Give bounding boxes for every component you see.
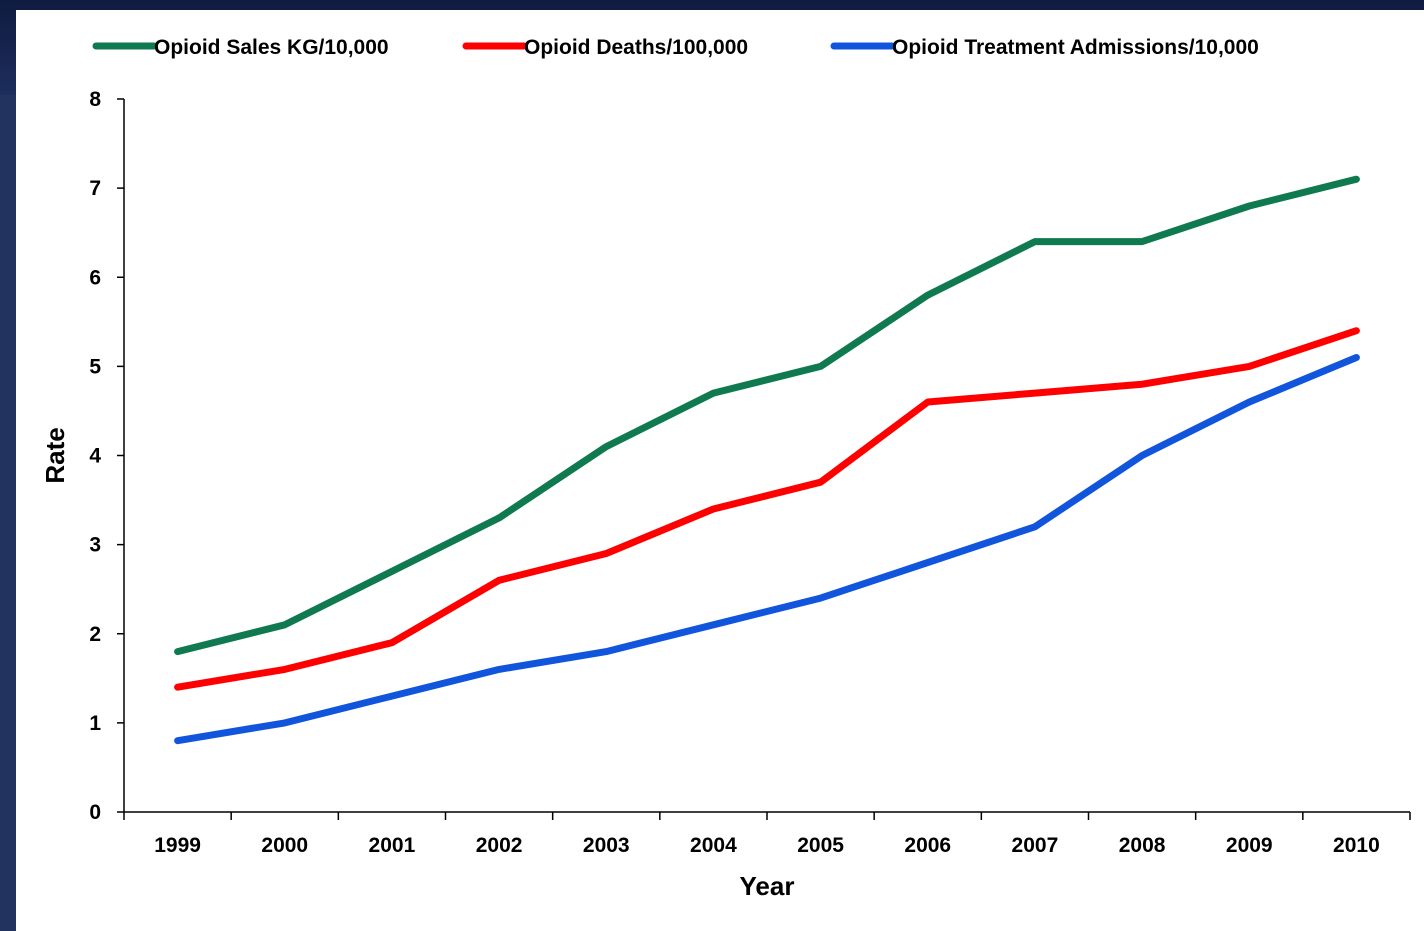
- x-tick-label: 2008: [1119, 834, 1166, 857]
- y-tick-label: 6: [89, 266, 101, 289]
- data-point: [926, 293, 930, 297]
- data-point: [283, 623, 287, 627]
- data-point: [1247, 204, 1251, 208]
- chart-panel: [16, 10, 1424, 931]
- x-axis-ticks: 1999 2000 2001 2002 2003 2004 2005 2006 2007 2008…: [123, 812, 1411, 857]
- data-point: [1247, 364, 1251, 368]
- y-tick-label: 3: [89, 534, 101, 557]
- chart-series: [174, 175, 1360, 745]
- chart-axes: 0 1 2 3 4 5 6 7 8 1999 2000 2001 2002 2003 2004 2005 20…: [89, 88, 1411, 857]
- data-point: [819, 480, 823, 484]
- x-tick-label: 2004: [690, 834, 737, 857]
- y-tick-label: 5: [89, 355, 101, 378]
- y-tick-label: 7: [89, 177, 101, 200]
- chart-legend: Opioid Sales KG/10,000 Opioid Deaths/100,…: [92, 36, 1259, 59]
- data-point: [390, 694, 394, 698]
- data-point: [1354, 177, 1358, 181]
- x-tick-label: 2001: [369, 834, 416, 857]
- y-axis-ticks: 0 1 2 3 4 5 6 7 8: [89, 88, 124, 824]
- data-point: [283, 667, 287, 671]
- y-tick-label: 4: [89, 445, 101, 468]
- data-point: [1033, 391, 1037, 395]
- data-point: [711, 623, 715, 627]
- x-tick-label: 1999: [154, 834, 201, 857]
- data-point: [1354, 329, 1358, 333]
- legend-label-1: Opioid Sales KG/10,000: [154, 36, 389, 59]
- data-point: [390, 641, 394, 645]
- x-tick-label: 2003: [583, 834, 630, 857]
- data-point: [819, 596, 823, 600]
- x-axis-title: Year: [740, 871, 795, 901]
- series-line-2: [174, 327, 1360, 691]
- x-tick-label: 2002: [476, 834, 523, 857]
- x-tick-label: 2006: [904, 834, 951, 857]
- data-point: [1247, 400, 1251, 404]
- data-point: [819, 364, 823, 368]
- data-point: [497, 516, 501, 520]
- x-tick-label: 2009: [1226, 834, 1273, 857]
- data-point: [711, 391, 715, 395]
- data-point: [283, 721, 287, 725]
- data-point: [1140, 240, 1144, 244]
- x-tick-label: 2005: [797, 834, 844, 857]
- data-point: [604, 552, 608, 556]
- y-tick-label: 0: [89, 801, 101, 824]
- y-axis-title: Rate: [40, 427, 70, 483]
- x-tick-label: 2007: [1012, 834, 1059, 857]
- y-tick-label: 8: [89, 88, 101, 111]
- data-point: [604, 650, 608, 654]
- data-point: [604, 445, 608, 449]
- data-point: [711, 507, 715, 511]
- data-point: [176, 650, 180, 654]
- data-point: [926, 560, 930, 564]
- data-point: [497, 667, 501, 671]
- series-line-1: [174, 175, 1360, 656]
- legend-label-3: Opioid Treatment Admissions/10,000: [892, 36, 1259, 59]
- y-tick-label: 1: [89, 712, 101, 735]
- series-line-3: [174, 354, 1360, 745]
- data-point: [497, 578, 501, 582]
- y-tick-label: 2: [89, 623, 101, 646]
- data-point: [1140, 454, 1144, 457]
- data-point: [926, 400, 930, 404]
- data-point: [176, 685, 180, 689]
- data-point: [1354, 355, 1358, 359]
- data-point: [1140, 382, 1144, 386]
- x-tick-label: 2010: [1333, 834, 1380, 857]
- x-tick-label: 2000: [261, 834, 308, 857]
- data-point: [176, 739, 180, 743]
- data-point: [1033, 525, 1037, 529]
- data-point: [1033, 240, 1037, 244]
- legend-label-2: Opioid Deaths/100,000: [524, 36, 748, 59]
- data-point: [390, 569, 394, 573]
